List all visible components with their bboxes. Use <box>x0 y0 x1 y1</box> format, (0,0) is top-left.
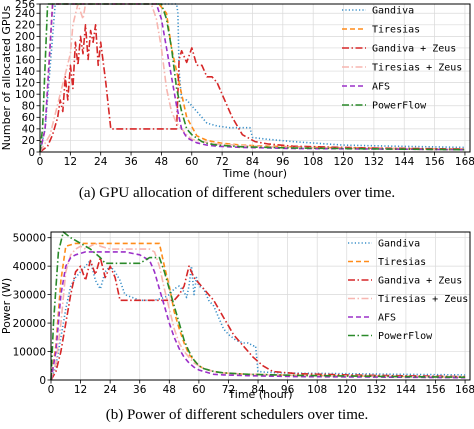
x-tick-label: 24 <box>103 384 117 396</box>
y-tick-label: 0 <box>39 375 46 387</box>
y-tick-label: 30000 <box>13 289 46 301</box>
y-tick-label: 220 <box>15 20 35 32</box>
x-axis-label: Time (hour) <box>222 167 287 180</box>
legend-label: Tiresias <box>378 257 426 268</box>
plot-frame <box>39 3 471 153</box>
x-tick-label: 60 <box>185 156 198 168</box>
legend-label: Gandiva + Zeus <box>372 44 456 55</box>
x-tick-label: 36 <box>124 156 138 168</box>
legend-label: PowerFlow <box>378 331 433 342</box>
x-axis-label: Time (hour) <box>227 388 292 401</box>
legend: Gandiva Tiresias Gandiva + Zeus Tiresias + … <box>348 239 468 342</box>
x-tick-label: 72 <box>215 156 228 168</box>
legend-label: AFS <box>378 313 396 324</box>
x-tick-label: 156 <box>425 384 445 396</box>
gpu-allocation-chart: 0 12 24 36 48 60 72 84 96 108 120 132 144 156 168 02040… <box>0 0 474 180</box>
x-tick-label: 60 <box>192 384 205 396</box>
x-tick-label: 0 <box>48 384 55 396</box>
y-tick-label: 160 <box>15 54 35 66</box>
x-tick-label: 36 <box>133 384 147 396</box>
x-tick-label: 108 <box>303 156 323 168</box>
x-tick-label: 168 <box>455 156 474 168</box>
y-tick-label: 140 <box>15 66 35 78</box>
legend-label: Gandiva + Zeus <box>378 276 462 287</box>
x-tick-label: 24 <box>94 156 108 168</box>
x-tick-label: 48 <box>155 156 168 168</box>
y-tick-label: 200 <box>15 31 35 43</box>
series-line <box>50 251 466 381</box>
y-tick-label: 40 <box>22 124 35 136</box>
y-tick-label: 256 <box>15 0 35 11</box>
x-tick-label: 120 <box>337 384 357 396</box>
x-tick-label: 132 <box>366 384 386 396</box>
series-line <box>50 242 466 381</box>
legend-label: Tiresias + Zeus <box>372 63 462 74</box>
x-tick-label: 132 <box>364 156 384 168</box>
x-tick-label: 120 <box>334 156 354 168</box>
x-tick-label: 84 <box>251 384 265 396</box>
y-tick-label: 80 <box>22 101 35 113</box>
y-tick-label: 100 <box>15 89 35 101</box>
series-line <box>50 259 466 381</box>
x-tick-label: 108 <box>307 384 327 396</box>
x-tick-label: 12 <box>74 384 87 396</box>
legend-label: AFS <box>372 82 390 93</box>
x-tick-label: 96 <box>276 156 290 168</box>
legend-label: Gandiva <box>372 6 414 17</box>
y-tick-label: 120 <box>15 77 35 89</box>
legend-label: Tiresias <box>372 25 420 36</box>
x-tick-label: 48 <box>163 384 176 396</box>
y-tick-label: 20 <box>22 135 35 147</box>
x-tick-label: 72 <box>222 384 235 396</box>
y-tick-label: 0 <box>28 147 35 159</box>
y-tick-label: 50000 <box>13 232 46 244</box>
legend-label: Tiresias + Zeus <box>378 294 468 305</box>
y-tick-label: 60 <box>22 112 35 124</box>
series-line <box>39 23 465 153</box>
x-tick-label: 0 <box>37 156 44 168</box>
x-tick-label: 168 <box>455 384 474 396</box>
series-line <box>50 231 466 381</box>
y-tick-label: 240 <box>15 8 35 20</box>
legend: Gandiva Tiresias Gandiva + Zeus Tiresias + … <box>342 6 462 112</box>
y-tick-label: 180 <box>15 43 35 55</box>
y-axis-label: Power (W) <box>0 278 13 334</box>
x-tick-label: 12 <box>64 156 77 168</box>
y-tick-label: 40000 <box>13 261 46 273</box>
caption-gpu-allocation: (a) GPU allocation of different schedule… <box>78 185 396 201</box>
plot-frame <box>50 231 471 381</box>
x-tick-label: 84 <box>246 156 260 168</box>
x-tick-label: 156 <box>425 156 445 168</box>
y-tick-label: 20000 <box>13 318 46 330</box>
y-tick-label: 10000 <box>13 346 46 358</box>
x-tick-label: 96 <box>281 384 295 396</box>
legend-label: Gandiva <box>378 239 420 250</box>
y-axis-label: Number of allocated GPUs <box>0 5 13 150</box>
legend-label: PowerFlow <box>372 101 427 112</box>
x-tick-label: 144 <box>394 156 414 168</box>
caption-power: (b) Power of different schedulers over t… <box>105 407 369 423</box>
series-line <box>50 256 466 381</box>
x-tick-label: 144 <box>396 384 416 396</box>
power-chart: 0 12 24 36 48 60 72 84 96 108 120 132 144 156 168 0 1000… <box>0 231 474 401</box>
